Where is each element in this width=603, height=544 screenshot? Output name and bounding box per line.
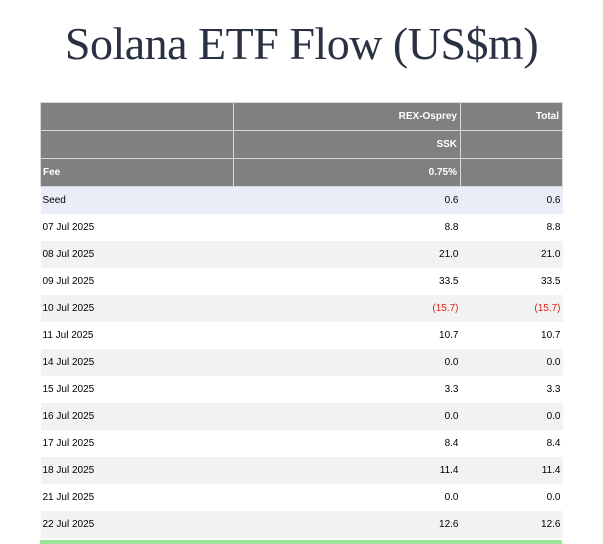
header-cell-ssk: SSK [233, 130, 461, 159]
ssk-flow-cell: 0.0 [233, 402, 461, 430]
table-row: 21 Jul 2025 0.0 0.0 [40, 483, 563, 511]
total-flow-cell: 21.0 [460, 240, 563, 268]
total-flow-cell: 8.8 [460, 213, 563, 241]
header-row-ticker: SSK [40, 130, 563, 159]
etf-flow-table: REX-Osprey Total SSK Fee 0.75% Seed 0.6 0.… [40, 102, 563, 538]
ssk-flow-cell: 0.6 [233, 186, 461, 214]
date-cell: 21 Jul 2025 [40, 483, 234, 511]
header-cell-fee-value: 0.75% [233, 158, 461, 187]
page-title: Solana ETF Flow (US$m) [64, 18, 539, 69]
table-row: 16 Jul 2025 0.0 0.0 [40, 402, 563, 430]
header-cell-rex-osprey: REX-Osprey [233, 102, 461, 131]
date-cell: 07 Jul 2025 [40, 213, 234, 241]
total-flow-cell: 0.6 [460, 186, 563, 214]
total-flow-cell: 33.5 [460, 267, 563, 295]
table-row: 09 Jul 2025 33.5 33.5 [40, 267, 563, 295]
table-row: 11 Jul 2025 10.7 10.7 [40, 321, 563, 349]
ssk-flow-cell: 21.0 [233, 240, 461, 268]
ssk-flow-cell: 3.3 [233, 375, 461, 403]
total-flow-cell: 12.6 [460, 510, 563, 538]
ssk-flow-cell: 11.4 [233, 456, 461, 484]
date-cell: 17 Jul 2025 [40, 429, 234, 457]
date-cell: 11 Jul 2025 [40, 321, 234, 349]
header-cell-fee-label: Fee [40, 158, 234, 187]
table-row: 14 Jul 2025 0.0 0.0 [40, 348, 563, 376]
total-flow-cell: 11.4 [460, 456, 563, 484]
table-row: 22 Jul 2025 12.6 12.6 [40, 510, 563, 538]
ssk-flow-cell: 0.0 [233, 348, 461, 376]
table-row: 08 Jul 2025 21.0 21.0 [40, 240, 563, 268]
table-row: 07 Jul 2025 8.8 8.8 [40, 213, 563, 241]
ssk-flow-cell: 8.4 [233, 429, 461, 457]
date-cell: Seed [40, 186, 234, 214]
header-cell-blank [40, 102, 234, 131]
total-row-bar [40, 540, 562, 544]
total-flow-cell: 8.4 [460, 429, 563, 457]
ssk-flow-cell: 0.0 [233, 483, 461, 511]
table-row: Seed 0.6 0.6 [40, 186, 563, 214]
ssk-flow-cell: (15.7) [233, 294, 461, 322]
ssk-flow-cell: 8.8 [233, 213, 461, 241]
date-cell: 22 Jul 2025 [40, 510, 234, 538]
ssk-flow-cell: 10.7 [233, 321, 461, 349]
header-cell-blank [40, 130, 234, 159]
total-flow-cell: (15.7) [460, 294, 563, 322]
table-row: 10 Jul 2025 (15.7) (15.7) [40, 294, 563, 322]
total-flow-cell: 0.0 [460, 348, 563, 376]
date-cell: 09 Jul 2025 [40, 267, 234, 295]
date-cell: 18 Jul 2025 [40, 456, 234, 484]
table-row: 15 Jul 2025 3.3 3.3 [40, 375, 563, 403]
date-cell: 16 Jul 2025 [40, 402, 234, 430]
header-cell-blank [460, 130, 563, 159]
header-row-issuer: REX-Osprey Total [40, 102, 563, 131]
table-header: REX-Osprey Total SSK Fee 0.75% [40, 102, 563, 187]
date-cell: 14 Jul 2025 [40, 348, 234, 376]
total-flow-cell: 0.0 [460, 402, 563, 430]
total-flow-cell: 0.0 [460, 483, 563, 511]
date-cell: 15 Jul 2025 [40, 375, 234, 403]
date-cell: 08 Jul 2025 [40, 240, 234, 268]
header-cell-blank [460, 158, 563, 187]
header-cell-total: Total [460, 102, 563, 131]
table-row: 17 Jul 2025 8.4 8.4 [40, 429, 563, 457]
table-row: 18 Jul 2025 11.4 11.4 [40, 456, 563, 484]
date-cell: 10 Jul 2025 [40, 294, 234, 322]
header-row-fee: Fee 0.75% [40, 158, 563, 187]
ssk-flow-cell: 33.5 [233, 267, 461, 295]
total-flow-cell: 3.3 [460, 375, 563, 403]
total-flow-cell: 10.7 [460, 321, 563, 349]
ssk-flow-cell: 12.6 [233, 510, 461, 538]
table-body: Seed 0.6 0.6 07 Jul 2025 8.8 8.8 08 Jul 2025 21… [40, 186, 563, 538]
